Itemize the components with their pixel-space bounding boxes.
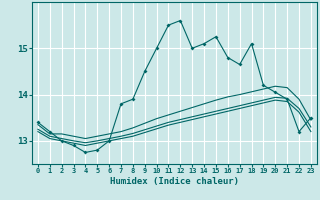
X-axis label: Humidex (Indice chaleur): Humidex (Indice chaleur): [110, 177, 239, 186]
